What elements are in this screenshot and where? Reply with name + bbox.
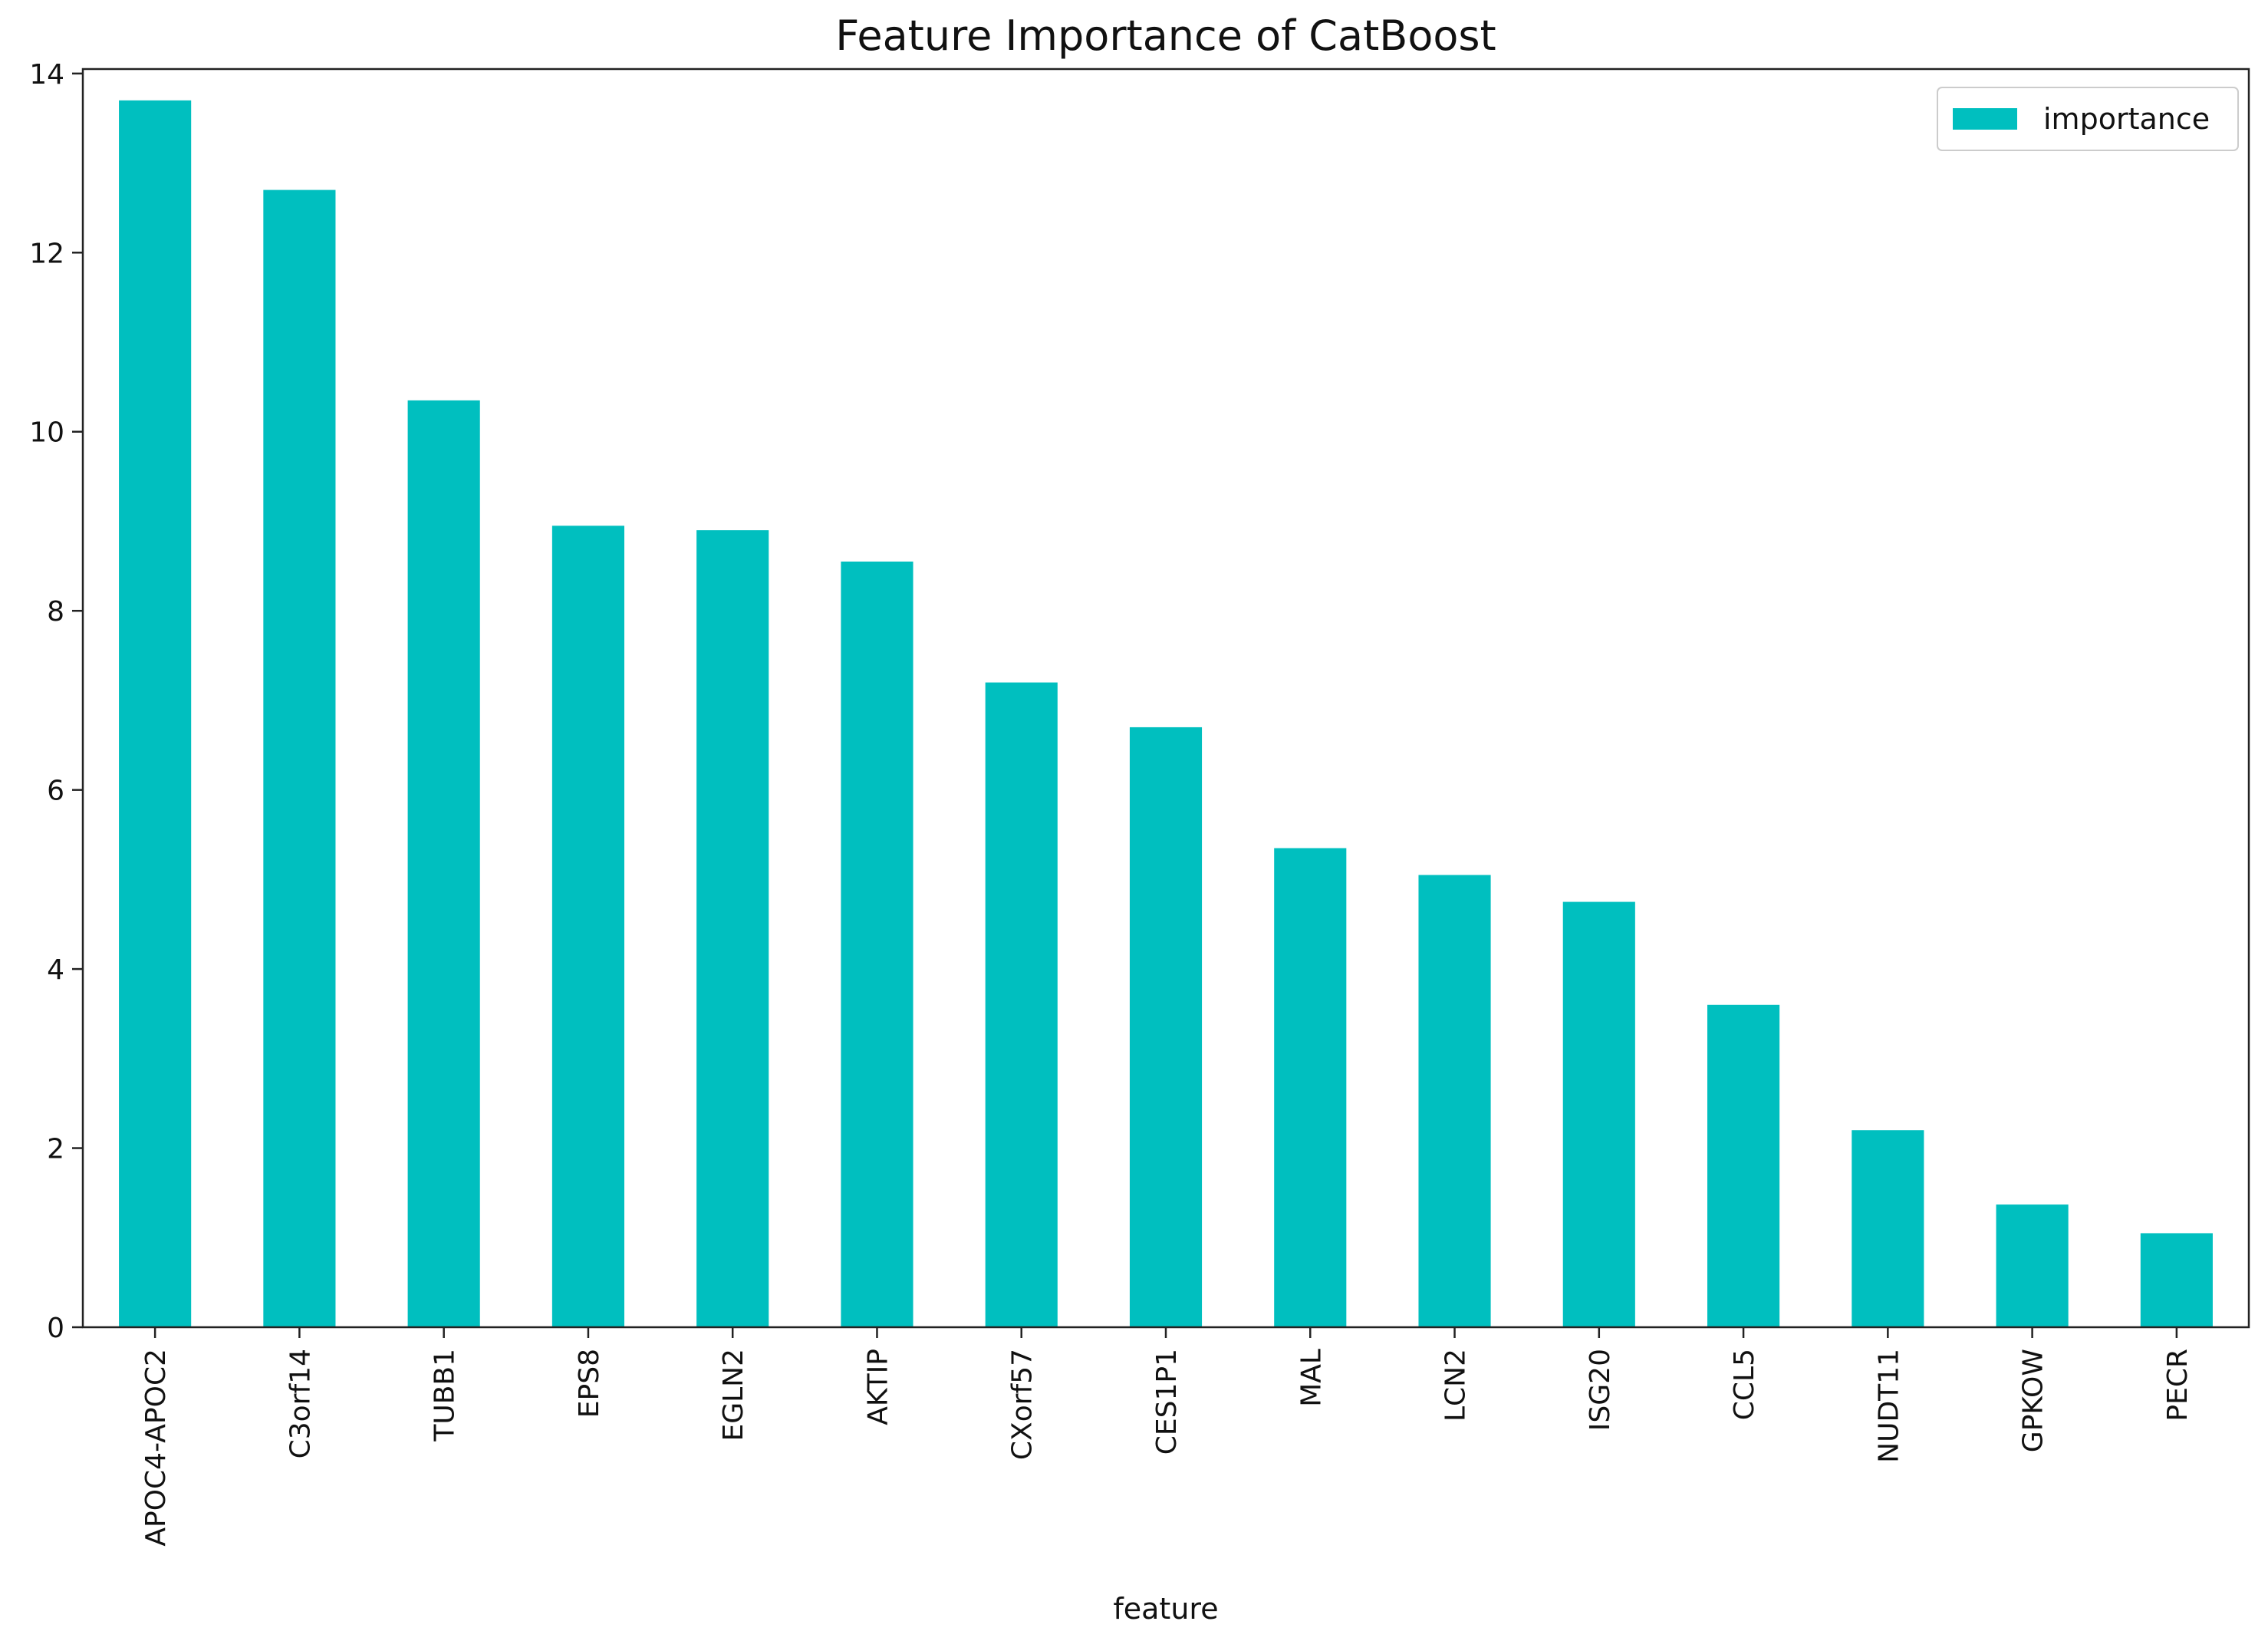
x-axis-label: feature [1113,1592,1218,1626]
bar-isg20 [1562,901,1635,1327]
bar-nudt11 [1852,1130,1924,1327]
bar-lcn2 [1418,875,1491,1327]
bar-egln2 [696,530,769,1327]
x-tick-label: APOC4-APOC2 [140,1349,172,1547]
bar-aktip [841,561,913,1327]
bar-mal [1274,848,1347,1327]
chart-title: Feature Importance of CatBoost [835,12,1496,60]
y-tick-label: 10 [29,417,64,449]
x-tick-label: C3orf14 [285,1349,316,1458]
x-axis: APOC4-APOC2 C3orf14 TUBB1 EPS8 EGLN2 AKTIP CXo… [140,1327,2194,1547]
legend-label: importance [2043,102,2210,136]
bar-ccl5 [1707,1004,1780,1327]
x-tick-label: AKTIP [862,1349,894,1425]
bar-c3orf14 [263,189,336,1327]
x-tick-label: NUDT11 [1873,1349,1904,1463]
legend: importance [1937,87,2239,151]
y-tick-label: 8 [47,596,64,628]
y-tick-label: 6 [47,776,64,807]
x-tick-label: EGLN2 [718,1349,749,1442]
x-tick-label: LCN2 [1440,1349,1472,1422]
x-tick-label: CCL5 [1729,1349,1760,1420]
y-tick-label: 0 [47,1313,64,1344]
bar-eps8 [551,526,624,1327]
y-axis: 0 2 4 6 8 10 12 14 [29,59,83,1344]
legend-box [1937,87,2239,151]
legend-swatch [1953,108,2017,130]
bar-apoc4-apoc2 [119,100,192,1327]
x-tick-label: TUBB1 [430,1349,461,1442]
x-tick-label: PECR [2162,1349,2194,1422]
x-tick-label: EPS8 [574,1349,605,1418]
bar-tubb1 [407,400,480,1327]
x-tick-label: CES1P1 [1151,1349,1183,1455]
y-tick-label: 4 [47,954,64,986]
x-tick-label: ISG20 [1585,1349,1616,1431]
bar-pecr [2140,1233,2213,1327]
plot-frame [81,68,2250,1329]
x-tick-label: GPKOW [2018,1349,2049,1452]
y-tick-label: 2 [47,1134,64,1165]
bar-ces1p1 [1129,727,1203,1327]
bar-cxorf57 [985,682,1058,1327]
y-tick-label: 12 [29,238,64,269]
y-tick-label: 14 [29,59,64,91]
x-tick-label: MAL [1295,1349,1327,1407]
x-tick-label: CXorf57 [1007,1349,1039,1460]
bars-group [119,100,2213,1327]
bar-gpkow [1996,1204,2069,1327]
